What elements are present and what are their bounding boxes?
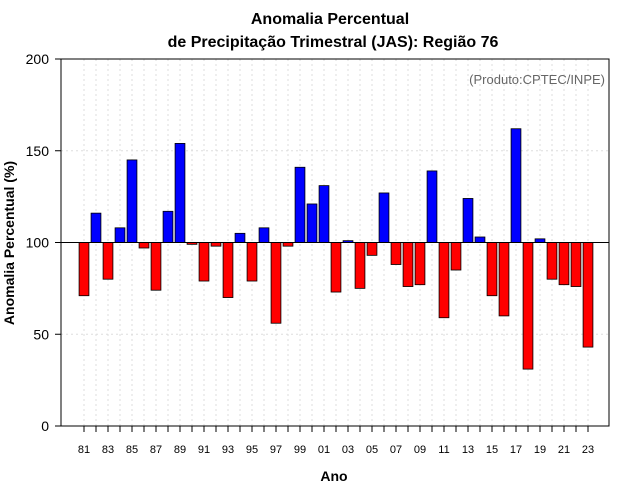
x-tick-label: 97 — [270, 444, 282, 456]
grid — [61, 59, 609, 426]
x-tick-label: 85 — [126, 444, 138, 456]
x-tick-label: 15 — [486, 444, 498, 456]
bar-1986 — [138, 242, 150, 249]
bar-1994 — [234, 232, 246, 243]
x-tick-label: 23 — [582, 444, 594, 456]
bar-2008 — [402, 242, 414, 287]
x-tick-label: 83 — [102, 444, 114, 456]
x-tick-label: 87 — [150, 444, 162, 456]
bar-1984 — [114, 227, 126, 243]
bar-1999 — [294, 166, 306, 243]
bar-1985 — [126, 159, 138, 243]
bar-1982 — [90, 212, 102, 243]
bar-2020 — [546, 242, 558, 280]
bar-2012 — [450, 242, 462, 271]
x-tick-label: 99 — [294, 444, 306, 456]
chart-title-line2: de Precipitação Trimestral (JAS): Região… — [168, 34, 499, 51]
bar-2015 — [486, 242, 498, 297]
x-tick-label: 93 — [222, 444, 234, 456]
bar-2001 — [318, 185, 330, 243]
bar-1983 — [102, 242, 114, 280]
x-tick-label: 81 — [78, 444, 90, 456]
y-tick-label: 150 — [26, 143, 50, 159]
bar-2022 — [570, 242, 582, 287]
x-tick-label: 21 — [558, 444, 570, 456]
bar-2010 — [426, 170, 438, 243]
bar-1987 — [150, 242, 162, 291]
bar-1995 — [246, 242, 258, 282]
bar-1996 — [258, 227, 270, 243]
x-tick-label: 13 — [462, 444, 474, 456]
bar-1997 — [270, 242, 282, 324]
x-tick-label: 05 — [366, 444, 378, 456]
bar-1992 — [210, 242, 222, 247]
x-tick-label: 03 — [342, 444, 354, 456]
chart-title-line1: Anomalia Percentual — [251, 11, 409, 28]
y-tick-label: 100 — [26, 235, 50, 251]
y-tick-label: 50 — [33, 326, 49, 342]
bar-2007 — [390, 242, 402, 265]
x-tick-label: 91 — [198, 444, 210, 456]
bar-2011 — [438, 242, 450, 319]
bar-2014 — [474, 236, 486, 243]
bar-2018 — [522, 242, 534, 370]
y-axis: 0 50 100 150 200 — [26, 51, 61, 434]
bar-2009 — [414, 242, 426, 286]
x-tick-label: 09 — [414, 444, 426, 456]
bar-1989 — [174, 143, 186, 243]
credit-label: (Produto:CPTEC/INPE) — [469, 72, 605, 87]
x-tick-label: 01 — [318, 444, 330, 456]
x-tick-label: 11 — [438, 444, 449, 456]
x-tick-label: 07 — [390, 444, 402, 456]
bar-1988 — [162, 210, 174, 243]
bar-2002 — [330, 242, 342, 293]
y-tick-label: 200 — [26, 51, 50, 67]
x-axis-title: Ano — [320, 468, 347, 484]
bar-2005 — [366, 242, 378, 256]
x-tick-label: 17 — [510, 444, 522, 456]
bar-2021 — [558, 242, 570, 286]
bar-1981 — [78, 242, 90, 297]
bar-2023 — [582, 242, 594, 348]
bar-2013 — [462, 198, 474, 243]
bar-1991 — [198, 242, 210, 282]
x-tick-label: 95 — [246, 444, 258, 456]
x-tick-label: 89 — [174, 444, 186, 456]
bars — [78, 128, 594, 370]
bar-2017 — [510, 128, 522, 243]
bar-1998 — [282, 242, 294, 247]
bar-2019 — [534, 238, 546, 243]
x-axis: 81 83 85 87 89 91 93 95 97 99 01 03 05 07 09 11 13 15 17 19… — [78, 426, 594, 456]
bar-2004 — [354, 242, 366, 289]
x-tick-label: 19 — [534, 444, 546, 456]
bar-2000 — [306, 203, 318, 243]
bar-2016 — [498, 242, 510, 317]
y-tick-label: 0 — [41, 418, 49, 434]
y-axis-title: Anomalia Percentual (%) — [1, 161, 17, 325]
bar-1993 — [222, 242, 234, 298]
bar-2006 — [378, 192, 390, 243]
